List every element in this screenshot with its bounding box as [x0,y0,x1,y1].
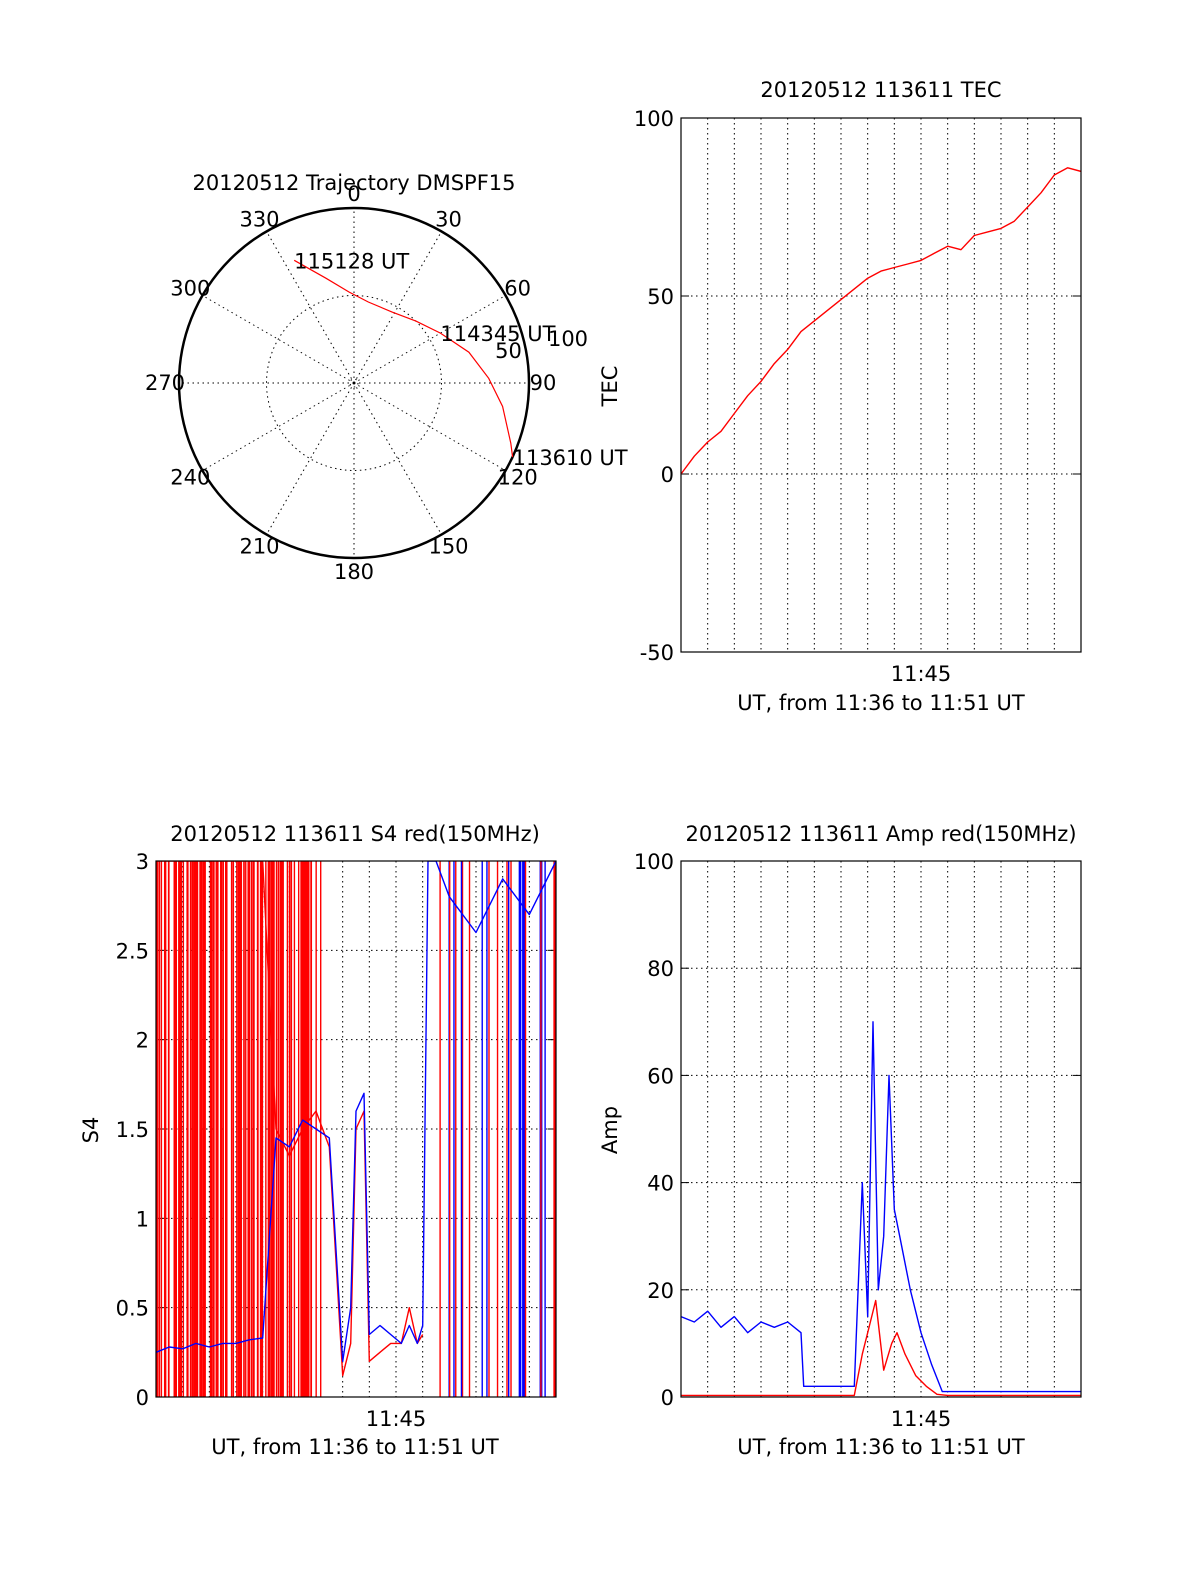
polar-angle-label: 180 [334,560,374,584]
polar-spoke [353,231,442,384]
y-tick-label: 60 [647,1064,674,1088]
tec-panel: 20120512 113611 TEC -50 0 50 100 11:45 UT, f… [598,78,1082,715]
polar-radial-label: 100 [548,327,588,351]
y-tick-label: 40 [647,1172,674,1196]
tec-xlabel: UT, from 11:36 to 11:51 UT [737,691,1025,715]
y-tick-label: 2 [136,1029,149,1053]
x-tick-label: 11:45 [891,662,952,686]
polar-radial-label: 50 [495,339,522,363]
series-line-red [681,1299,1081,1397]
y-tick-label: 1.5 [116,1118,149,1142]
plot-frame [680,860,1082,1398]
polar-angle-label: 330 [239,207,279,231]
polar-ring [266,295,442,471]
trajectory-time-label: 115128 UT [294,249,409,273]
polar-angle-label: 270 [145,371,185,395]
y-tick-label: 1 [136,1207,149,1231]
polar-spoke [202,295,355,384]
y-tick-label: 80 [647,957,674,981]
polar-angle-label: 210 [239,535,279,559]
plot-frame [155,860,557,1398]
y-tick-label: 100 [634,850,674,874]
y-tick-label: 2.5 [116,939,149,963]
polar-angle-label: 300 [170,277,210,301]
tec-plot-area: -50 0 50 100 11:45 [634,107,1082,686]
y-tick-label: 0 [661,1386,674,1410]
series-line-blue [681,1021,1081,1393]
series-line-red [681,167,1081,475]
y-tick-label: 100 [634,107,674,131]
series-line-red [156,861,424,1377]
polar-angle-label: 0 [347,182,360,206]
polar-angle-label: 60 [504,277,531,301]
polar-center-mark [349,378,359,388]
tec-ylabel: TEC [598,366,622,408]
trajectory-panel: 20120512 Trajectory DMSPF15 0 30 60 90 120 15… [145,171,628,584]
x-tick-label: 11:45 [366,1407,427,1431]
trajectory-annotations: 115128 UT 114345 UT 113610 UT [294,249,628,470]
series-group [681,167,1081,475]
polar-spoke [353,382,506,471]
polar-angle-label: 150 [428,535,468,559]
y-tick-label: -50 [640,641,674,665]
s4-panel: 20120512 113611 S4 red(150MHz) 0 0.5 1 1.5 2… [79,822,557,1459]
polar-angle-label: 120 [498,466,538,490]
polar-grid [177,206,531,560]
tec-title: 20120512 113611 TEC [760,78,1001,102]
y-tick-label: 0.5 [116,1297,149,1321]
y-tick-label: 0 [136,1386,149,1410]
trajectory-time-label: 114345 UT [440,322,555,346]
amp-xlabel: UT, from 11:36 to 11:51 UT [737,1435,1025,1459]
x-tick-label: 11:45 [891,1407,952,1431]
s4-title: 20120512 113611 S4 red(150MHz) [170,822,540,846]
series-group [681,1021,1081,1397]
plot-frame [680,117,1082,653]
s4-plot-area: 0 0.5 1 1.5 2 2.5 3 11:45 [116,850,557,1431]
s4-ylabel: S4 [79,1117,103,1144]
polar-angle-label: 240 [170,466,210,490]
polar-radial-labels: 50 100 [495,327,588,363]
trajectory-title: 20120512 Trajectory DMSPF15 [192,171,515,195]
trajectory-time-label: 113610 UT [513,446,628,470]
amp-ylabel: Amp [598,1106,622,1154]
polar-spoke [266,382,355,535]
y-tick-label: 3 [136,850,149,874]
y-tick-label: 50 [647,285,674,309]
amp-panel: 20120512 113611 Amp red(150MHz) 0 20 40 60 8… [598,822,1082,1459]
s4-xlabel: UT, from 11:36 to 11:51 UT [211,1435,499,1459]
polar-angle-label: 90 [530,371,557,395]
polar-outer-ring [177,206,531,560]
polar-angle-labels: 0 30 60 90 120 150 180 210 240 270 300 330 [145,182,556,584]
polar-spoke [353,295,506,384]
polar-spoke [202,382,355,471]
y-tick-label: 0 [661,463,674,487]
polar-spoke [266,231,355,384]
polar-angle-label: 30 [435,207,462,231]
amp-plot-area: 0 20 40 60 80 100 11:45 [634,850,1082,1431]
trajectory-series [293,259,514,458]
amp-title: 20120512 113611 Amp red(150MHz) [685,822,1076,846]
trajectory-line [293,259,514,458]
y-tick-label: 20 [647,1279,674,1303]
polar-spoke [353,382,442,535]
series-line-blue [156,861,556,1363]
